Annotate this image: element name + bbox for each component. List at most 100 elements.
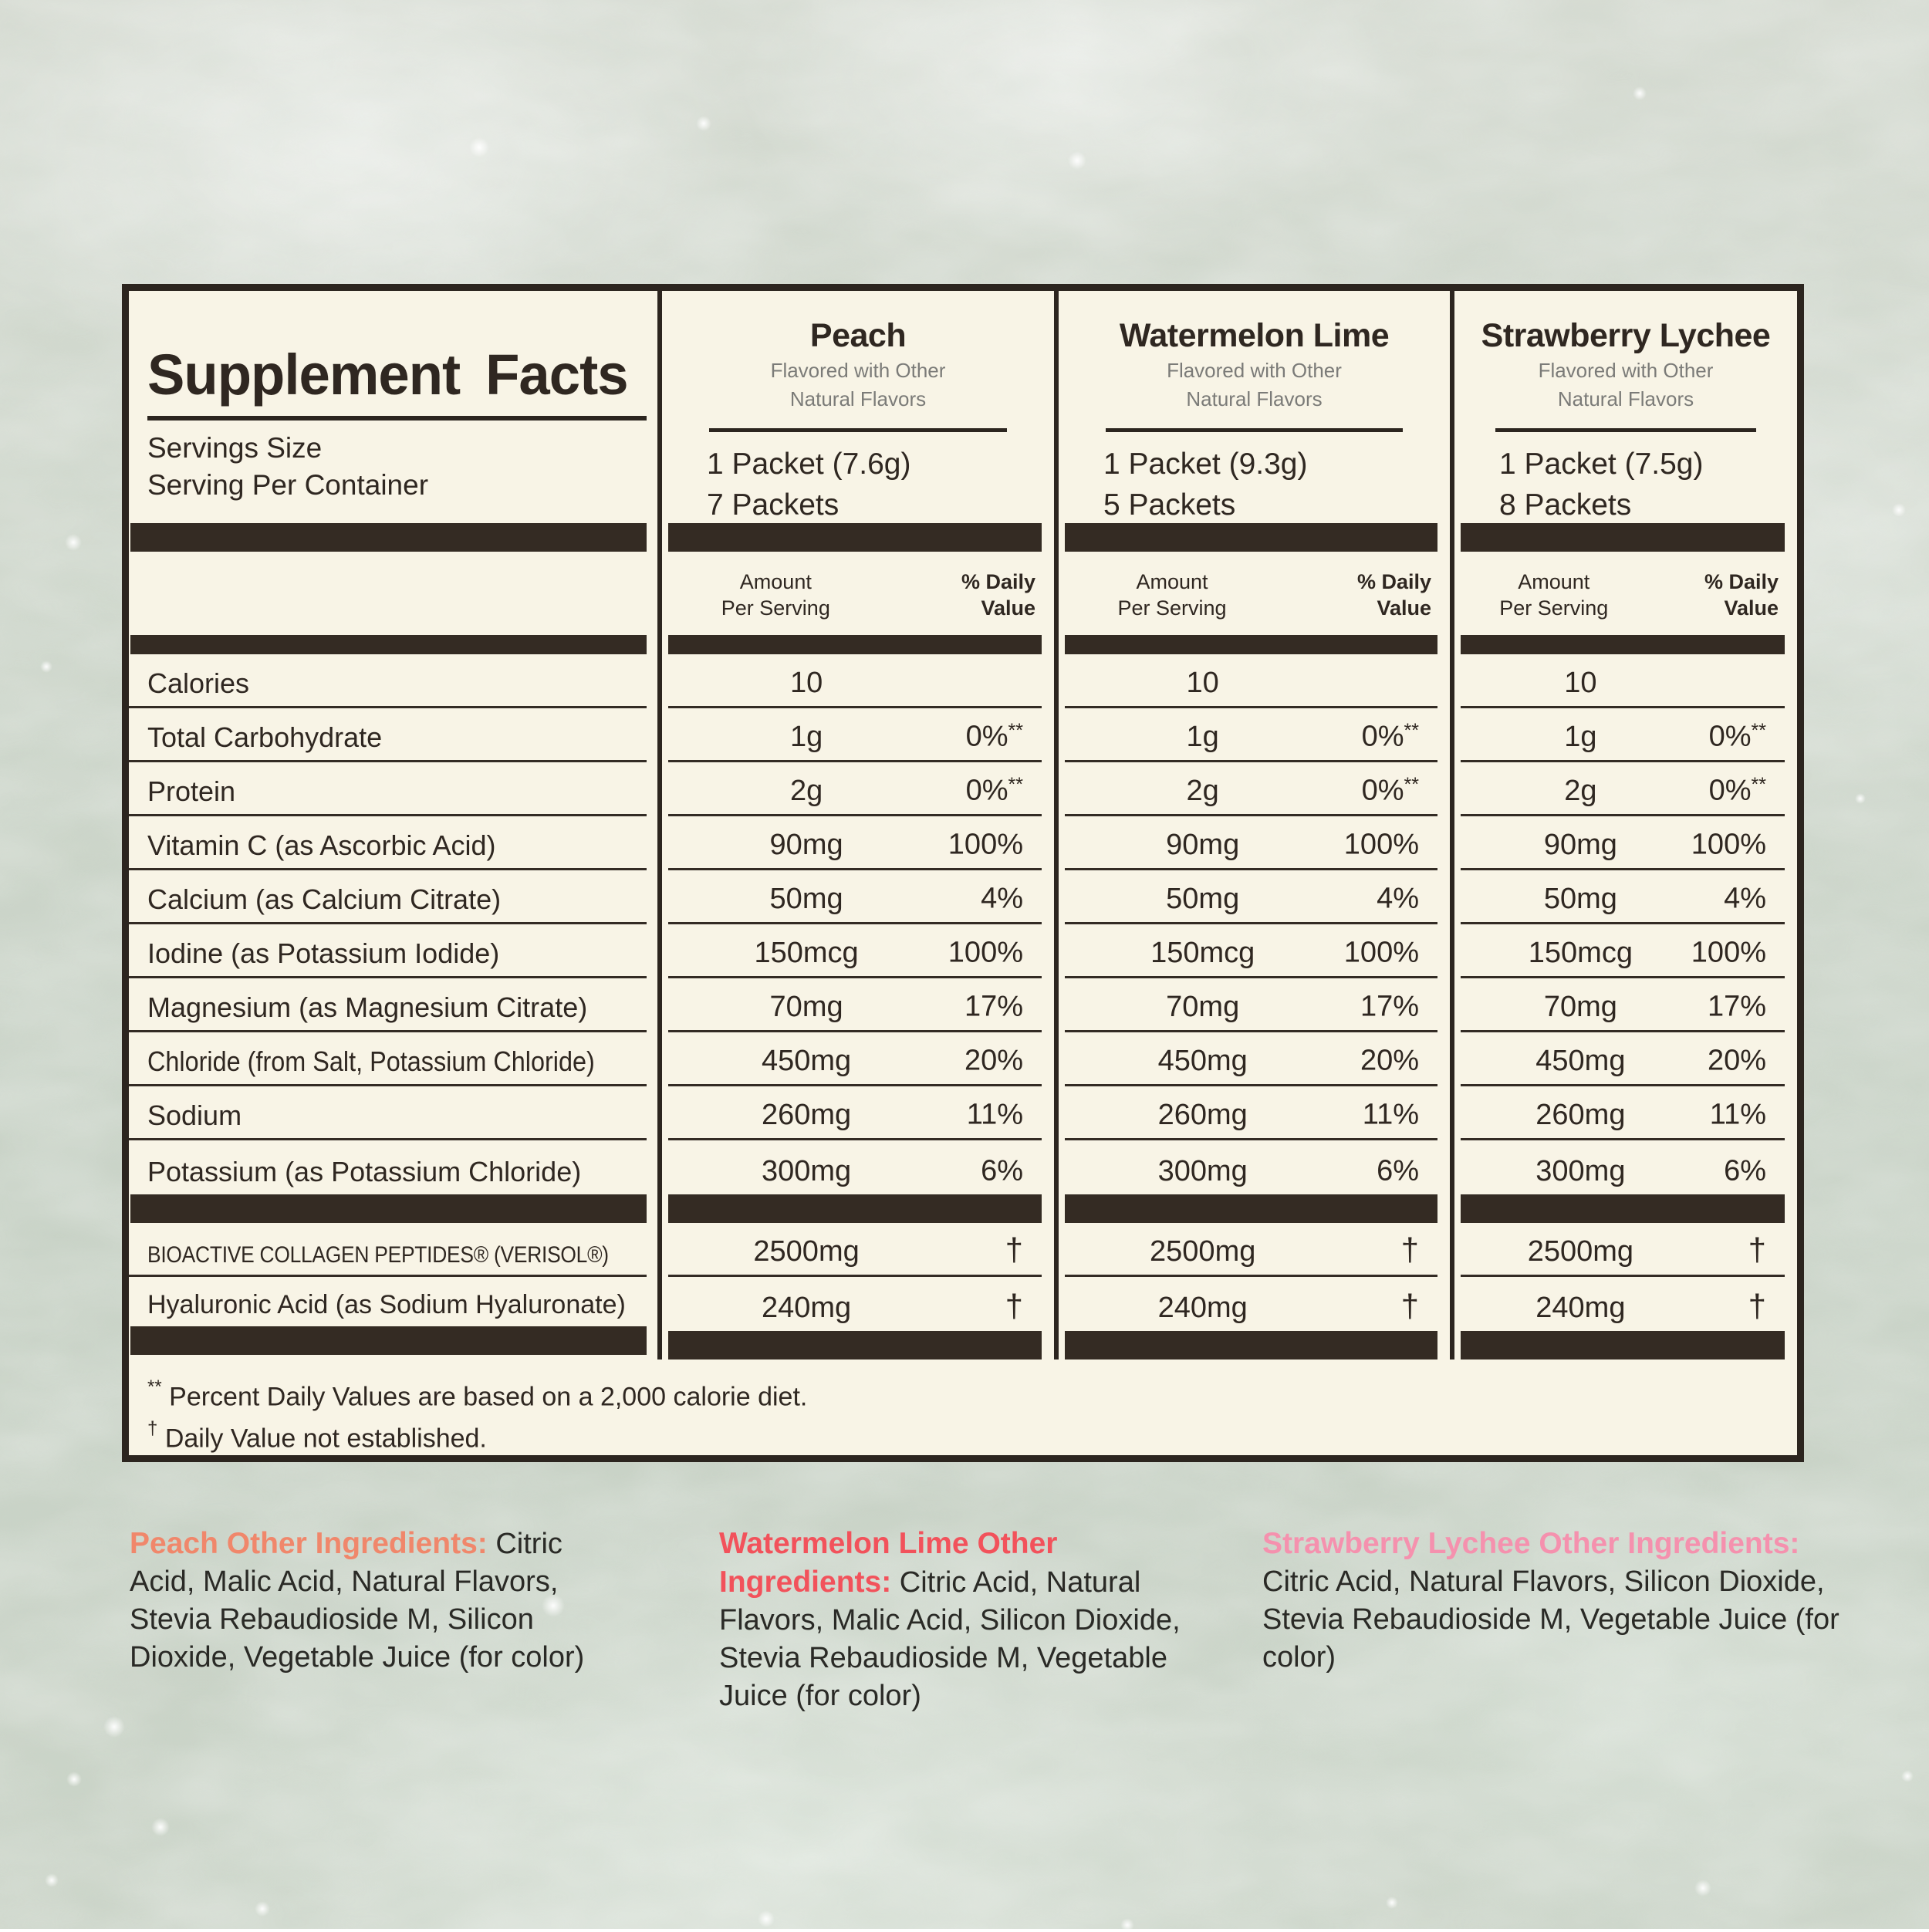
nutrient-label: Potassium (as Potassium Chloride) [147,1156,582,1187]
daily-value: † [1748,1288,1766,1324]
amount-value: 10 [789,667,823,699]
divider-bar [1065,523,1437,552]
daily-value: 11% [1709,1099,1766,1131]
value-column-headers: Amount Per Serving % Daily Value [1454,552,1797,635]
nutrient-value-row: 10 [1065,654,1437,708]
flavor-header: Peach Flavored with Other Natural Flavor… [662,291,1054,523]
nutrient-value-row: 10 [668,654,1042,708]
nutrient-value-row: 240mg † [668,1277,1042,1331]
divider-bar [1461,1331,1785,1359]
daily-value: 100% [948,829,1023,861]
daily-value: 6% [981,1155,1023,1187]
amount-value: 300mg [761,1155,852,1187]
nutrient-label: Protein [147,775,236,807]
column-flavor-peach: Peach Flavored with Other Natural Flavor… [657,291,1054,1359]
nutrient-value-row: 90mg 100% [1461,816,1785,870]
nutrient-value-row: 2500mg † [1065,1223,1437,1277]
amount-value: 2g [1564,775,1597,807]
sparkle [1855,793,1866,804]
divider-bar [668,523,1042,552]
daily-value: 100% [948,937,1023,969]
sparkle [1892,503,1906,517]
amount-value: 1g [1564,721,1597,753]
serving-size-value: 1 Packet (7.5g) [1499,448,1704,481]
servings-per-container-value: 5 Packets [1103,488,1236,522]
amount-value: 150mcg [1150,937,1255,969]
amount-value: 450mg [1535,1045,1626,1077]
amount-value: 300mg [1157,1155,1248,1187]
column-flavor-watermelon-lime: Watermelon Lime Flavored with Other Natu… [1054,291,1450,1359]
amount-value: 240mg [1535,1292,1626,1324]
watermelon-lime-other-ingredients: Watermelon Lime Other Ingredients: Citri… [719,1525,1222,1715]
daily-value: 4% [1724,883,1766,915]
daily-value: 4% [981,883,1023,915]
divider-bar [1461,1194,1785,1223]
amount-value: 150mcg [754,937,859,969]
sparkle [696,116,711,131]
daily-value: † [1400,1288,1419,1324]
daily-value: 100% [1691,829,1766,861]
amount-value: 240mg [1157,1292,1248,1324]
amount-value: 50mg [1166,883,1240,915]
nutrient-value-row: 260mg 11% [668,1086,1042,1140]
nutrient-value-row: 70mg 17% [1461,978,1785,1032]
divider-bar [668,1331,1042,1359]
nutrient-label: Total Carbohydrate [147,721,383,753]
nutrient-label: Vitamin C (as Ascorbic Acid) [147,829,496,861]
names-header-spacer [129,552,657,635]
daily-value: 0%** [1361,774,1419,807]
daily-value: 0%** [1708,774,1766,807]
flavor-name: Strawberry Lychee [1481,317,1771,354]
flavor-name: Peach [809,317,907,354]
peach-ingredients-text: Citric Acid, Malic Acid, Natural Flavors… [130,1528,585,1674]
sparkle [1068,151,1086,170]
flavor-subtitle: Natural Flavors [1186,387,1323,410]
amount-value: 450mg [1157,1045,1248,1077]
amount-value: 150mcg [1528,937,1633,969]
nutrient-value-row: 260mg 11% [1461,1086,1785,1140]
amount-value: 260mg [1535,1099,1626,1131]
daily-value: 20% [1707,1045,1766,1077]
nutrient-value-row: 90mg 100% [1065,816,1437,870]
daily-value: 0%** [1361,720,1419,753]
nutrient-value-row: 300mg 6% [1461,1140,1785,1194]
nutrient-label: BIOACTIVE COLLAGEN PEPTIDES® (VERISOL®) [147,1242,609,1268]
nutrient-label-row: BIOACTIVE COLLAGEN PEPTIDES® (VERISOL®) [129,1223,647,1277]
daily-value: 17% [1360,991,1419,1023]
daily-value: 100% [1691,937,1766,969]
sparkle [758,1910,775,1927]
peach-other-ingredients: Peach Other Ingredients: Citric Acid, Ma… [130,1525,631,1677]
column-flavor-strawberry-lychee: Strawberry Lychee Flavored with Other Na… [1450,291,1797,1359]
sparkle [103,1716,125,1738]
divider-bar [668,1194,1042,1223]
amount-value: 50mg [1543,883,1617,915]
nutrient-value-row: 70mg 17% [1065,978,1437,1032]
daily-value: 4% [1377,883,1419,915]
nutrient-value-row: 90mg 100% [668,816,1042,870]
strawberry-lychee-ingredients-heading: Strawberry Lychee Other Ingredients: [1262,1527,1800,1560]
flavor-rule [1105,428,1404,432]
nutrient-label: Iodine (as Potassium Iodide) [147,937,500,969]
nutrient-label: Calcium (as Calcium Citrate) [147,883,502,915]
sparkle [469,137,489,157]
facts-grid: Supplement Facts Servings Size Serving P… [129,291,1797,1359]
nutrient-value-row: 1g 0%** [1461,708,1785,762]
daily-value: 20% [964,1045,1023,1077]
sparkle [1901,1770,1914,1782]
nutrient-value-row: 50mg 4% [668,870,1042,924]
amount-value: 260mg [1157,1099,1248,1131]
nutrient-label: Magnesium (as Magnesium Citrate) [147,991,588,1023]
value-column-headers: Amount Per Serving % Daily Value [662,552,1054,635]
daily-value: † [1400,1231,1419,1268]
nutrient-value-row: 70mg 17% [668,978,1042,1032]
amount-per-serving-header: Amount Per Serving [1499,570,1609,620]
names-header: Supplement Facts Servings Size Serving P… [129,291,657,523]
daily-value: 17% [1707,991,1766,1023]
nutrient-value-row: 2g 0%** [1065,762,1437,816]
servings-per-container-value: 7 Packets [707,488,840,522]
footnote-dagger: † Daily Value not established. [147,1418,487,1454]
nutrient-value-row: 150mcg 100% [1461,924,1785,978]
sparkle [1386,1897,1398,1909]
divider-bar [1461,635,1785,654]
nutrient-label-row: Chloride (from Salt, Potassium Chloride) [129,1032,647,1086]
